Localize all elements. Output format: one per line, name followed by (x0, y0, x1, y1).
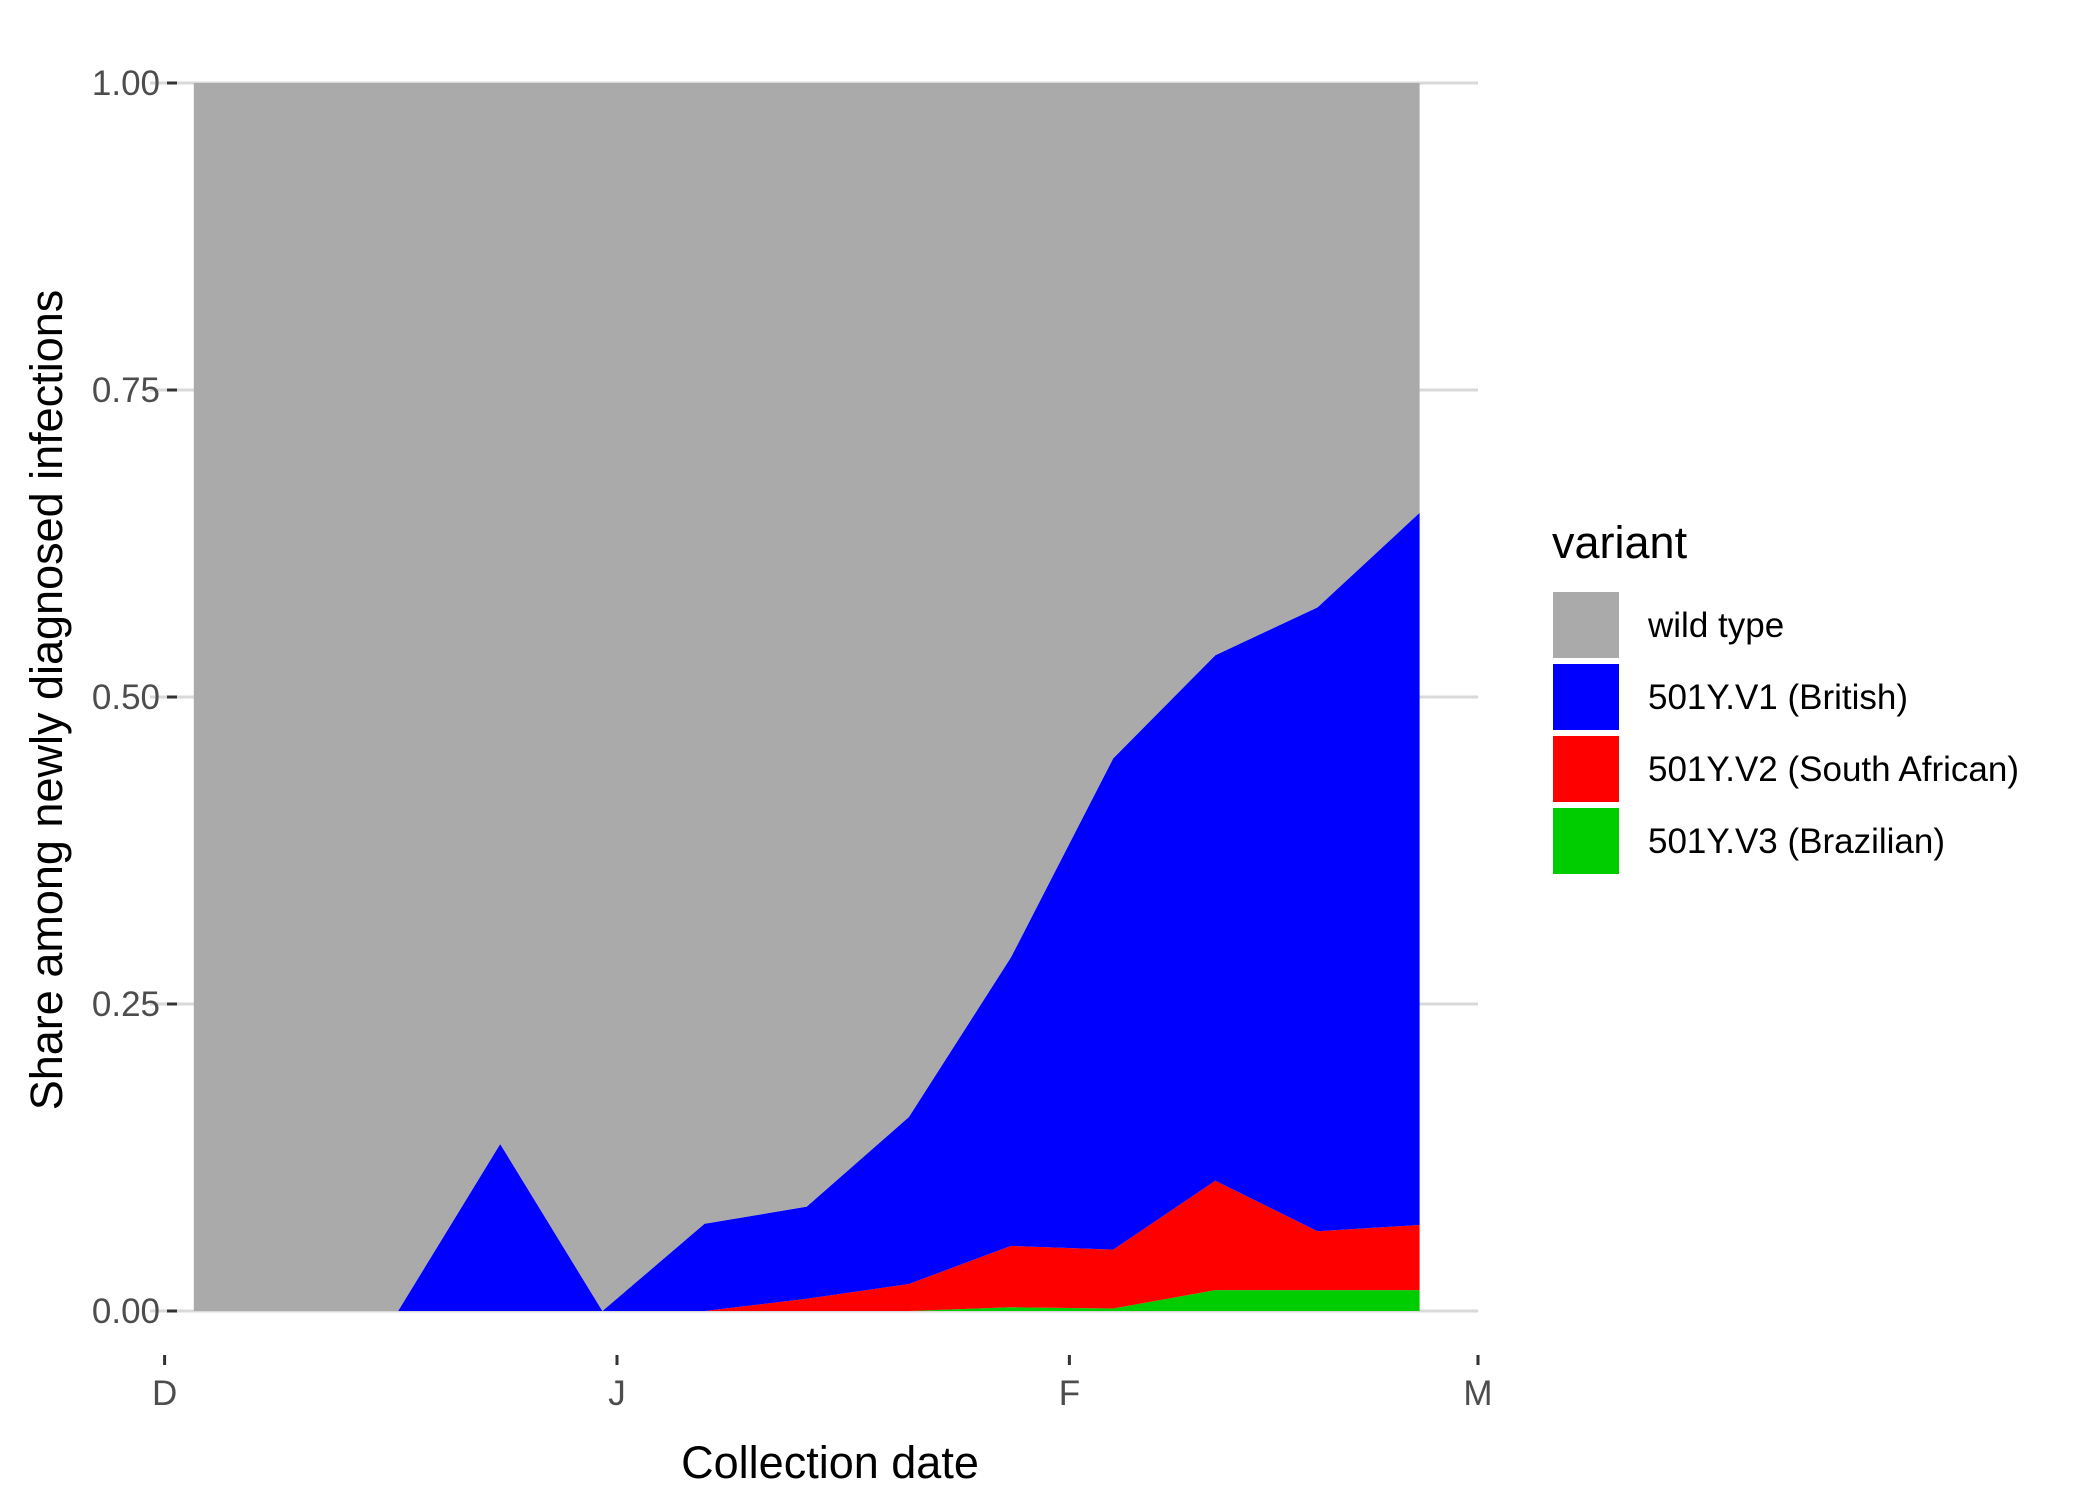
x-tick-label: J (608, 1374, 626, 1413)
x-tick-label: F (1059, 1374, 1080, 1413)
x-tick-label: M (1463, 1374, 1492, 1413)
legend-swatch-wild-type (1553, 592, 1619, 658)
area-wild-type (193, 83, 1420, 1311)
legend-swatch-501y-v2-south-african (1553, 736, 1619, 802)
y-axis-title: Share among newly diagnosed infections (21, 290, 72, 1111)
x-tick-label: D (152, 1374, 177, 1413)
y-axis: 0.00 0.25 0.50 0.75 1.00 (92, 64, 177, 1331)
legend-title: variant (1552, 517, 1688, 568)
area-501y-v1-british (193, 512, 1420, 1311)
y-tick-label: 1.00 (92, 64, 160, 103)
legend-label-wild-type: wild type (1647, 606, 1784, 645)
stacked-areas (193, 83, 1420, 1311)
area-501y-v2-south-african (193, 1180, 1420, 1311)
legend-swatch-501y-v3-brazilian (1553, 808, 1619, 874)
y-tick-label: 0.00 (92, 1292, 160, 1331)
legend-label-501y-v2-south-african: 501Y.V2 (South African) (1648, 750, 2019, 789)
y-tick-label: 0.75 (92, 371, 160, 410)
legend-label-501y-v3-brazilian: 501Y.V3 (Brazilian) (1648, 822, 1945, 861)
area-501y-v3-brazilian (193, 1290, 1420, 1311)
legend-label-501y-v1-british: 501Y.V1 (British) (1648, 678, 1908, 717)
y-tick-label: 0.50 (92, 678, 160, 717)
legend-swatch-501y-v1-british (1553, 664, 1619, 730)
legend: variant wild type 501Y.V1 (British) 501Y.V… (1552, 517, 2019, 874)
x-axis-title: Collection date (681, 1437, 979, 1488)
y-tick-label: 0.25 (92, 985, 160, 1024)
